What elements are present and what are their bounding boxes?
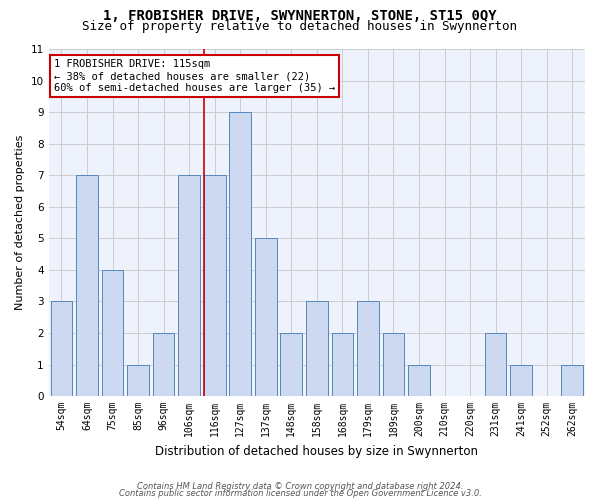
Bar bbox=[127, 364, 149, 396]
Text: Contains public sector information licensed under the Open Government Licence v3: Contains public sector information licen… bbox=[119, 488, 481, 498]
Bar bbox=[204, 175, 226, 396]
Bar bbox=[408, 364, 430, 396]
Bar bbox=[178, 175, 200, 396]
Text: 1, FROBISHER DRIVE, SWYNNERTON, STONE, ST15 0QY: 1, FROBISHER DRIVE, SWYNNERTON, STONE, S… bbox=[103, 9, 497, 23]
Bar bbox=[332, 333, 353, 396]
Bar bbox=[229, 112, 251, 396]
Bar bbox=[280, 333, 302, 396]
Bar bbox=[306, 302, 328, 396]
Text: 1 FROBISHER DRIVE: 115sqm
← 38% of detached houses are smaller (22)
60% of semi-: 1 FROBISHER DRIVE: 115sqm ← 38% of detac… bbox=[54, 60, 335, 92]
Bar bbox=[562, 364, 583, 396]
Bar bbox=[255, 238, 277, 396]
X-axis label: Distribution of detached houses by size in Swynnerton: Distribution of detached houses by size … bbox=[155, 444, 478, 458]
Text: Size of property relative to detached houses in Swynnerton: Size of property relative to detached ho… bbox=[83, 20, 517, 33]
Bar bbox=[153, 333, 175, 396]
Bar bbox=[510, 364, 532, 396]
Bar bbox=[485, 333, 506, 396]
Text: Contains HM Land Registry data © Crown copyright and database right 2024.: Contains HM Land Registry data © Crown c… bbox=[137, 482, 463, 491]
Bar bbox=[50, 302, 72, 396]
Y-axis label: Number of detached properties: Number of detached properties bbox=[15, 135, 25, 310]
Bar bbox=[101, 270, 124, 396]
Bar bbox=[357, 302, 379, 396]
Bar bbox=[76, 175, 98, 396]
Bar bbox=[383, 333, 404, 396]
